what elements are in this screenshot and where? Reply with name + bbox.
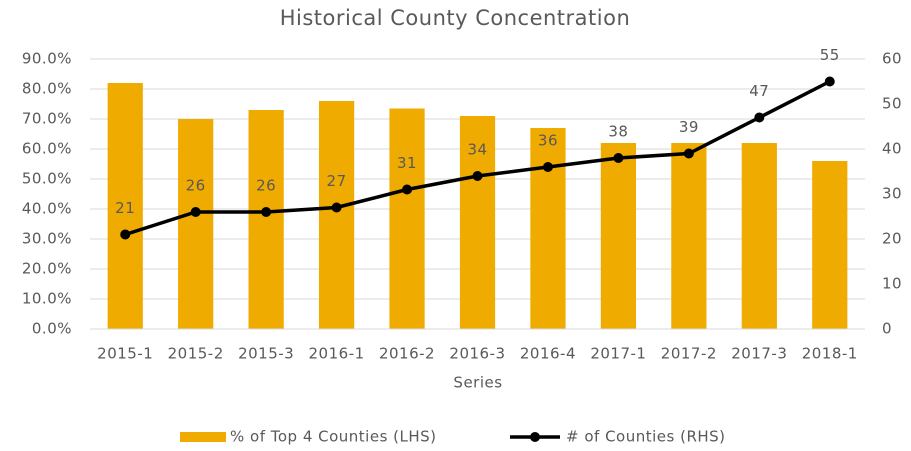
y2-tick-label: 20 bbox=[882, 230, 902, 248]
y2-tick-label: 40 bbox=[882, 140, 902, 158]
y-tick-label: 30.0% bbox=[22, 230, 72, 248]
y-tick-label: 80.0% bbox=[22, 80, 72, 98]
line-point bbox=[683, 148, 694, 159]
data-label: 36 bbox=[538, 132, 558, 150]
bar bbox=[530, 128, 566, 329]
data-label: 34 bbox=[467, 141, 487, 159]
data-label: 39 bbox=[679, 118, 699, 136]
y2-tick-label: 30 bbox=[882, 185, 902, 203]
y2-tick-label: 50 bbox=[882, 95, 902, 113]
y2-tick-label: 0 bbox=[882, 320, 892, 338]
legend-swatch-point bbox=[530, 432, 540, 442]
y-tick-label: 60.0% bbox=[22, 140, 72, 158]
x-tick-label: 2017-2 bbox=[661, 345, 717, 363]
line-point bbox=[613, 153, 624, 163]
legend-swatch bbox=[180, 432, 226, 442]
x-axis-label: Series bbox=[453, 374, 502, 392]
x-tick-label: 2015-2 bbox=[168, 345, 224, 363]
line-point bbox=[261, 207, 272, 217]
line-point bbox=[824, 76, 835, 87]
x-tick-label: 2016-1 bbox=[309, 345, 365, 363]
y2-tick-label: 60 bbox=[882, 50, 902, 68]
bar bbox=[671, 143, 707, 329]
bar bbox=[318, 101, 355, 329]
bar bbox=[389, 108, 425, 329]
bar bbox=[178, 119, 214, 329]
legend-label: # of Counties (RHS) bbox=[566, 428, 726, 446]
bar bbox=[248, 110, 284, 329]
x-tick-label: 2015-3 bbox=[238, 345, 294, 363]
x-tick-label: 2018-1 bbox=[802, 345, 858, 363]
x-tick-label: 2017-1 bbox=[590, 345, 646, 363]
line-point bbox=[331, 202, 342, 213]
y-tick-label: 50.0% bbox=[22, 170, 72, 188]
data-label: 38 bbox=[608, 123, 628, 141]
line-point bbox=[472, 171, 483, 181]
x-tick-label: 2017-3 bbox=[731, 345, 787, 363]
line-point bbox=[120, 229, 131, 240]
x-tick-label: 2015-1 bbox=[97, 345, 153, 363]
x-tick-label: 2016-4 bbox=[520, 345, 576, 363]
y-tick-label: 90.0% bbox=[22, 50, 72, 68]
y-tick-label: 20.0% bbox=[22, 260, 72, 278]
data-label: 55 bbox=[820, 46, 840, 64]
y2-tick-label: 10 bbox=[882, 275, 902, 293]
data-label: 26 bbox=[186, 177, 206, 195]
y-tick-label: 70.0% bbox=[22, 110, 72, 128]
x-tick-label: 2016-3 bbox=[449, 345, 505, 363]
data-label: 27 bbox=[327, 172, 347, 190]
legend-label: % of Top 4 Counties (LHS) bbox=[230, 428, 437, 446]
bar bbox=[459, 116, 496, 329]
data-label: 21 bbox=[115, 199, 135, 217]
data-label: 26 bbox=[256, 177, 276, 195]
y-tick-label: 40.0% bbox=[22, 200, 72, 218]
line-point bbox=[542, 162, 553, 172]
x-tick-label: 2016-2 bbox=[379, 345, 435, 363]
bar bbox=[107, 83, 143, 329]
line-point bbox=[190, 207, 201, 217]
bar bbox=[741, 143, 777, 329]
line-point bbox=[402, 184, 413, 195]
bar bbox=[600, 143, 637, 329]
y-tick-label: 0.0% bbox=[32, 320, 72, 338]
data-label: 31 bbox=[397, 154, 417, 172]
data-label: 47 bbox=[749, 82, 769, 100]
chart-title: Historical County Concentration bbox=[280, 6, 631, 30]
y-tick-label: 10.0% bbox=[22, 290, 72, 308]
line-point bbox=[754, 112, 765, 123]
bar bbox=[812, 161, 848, 329]
